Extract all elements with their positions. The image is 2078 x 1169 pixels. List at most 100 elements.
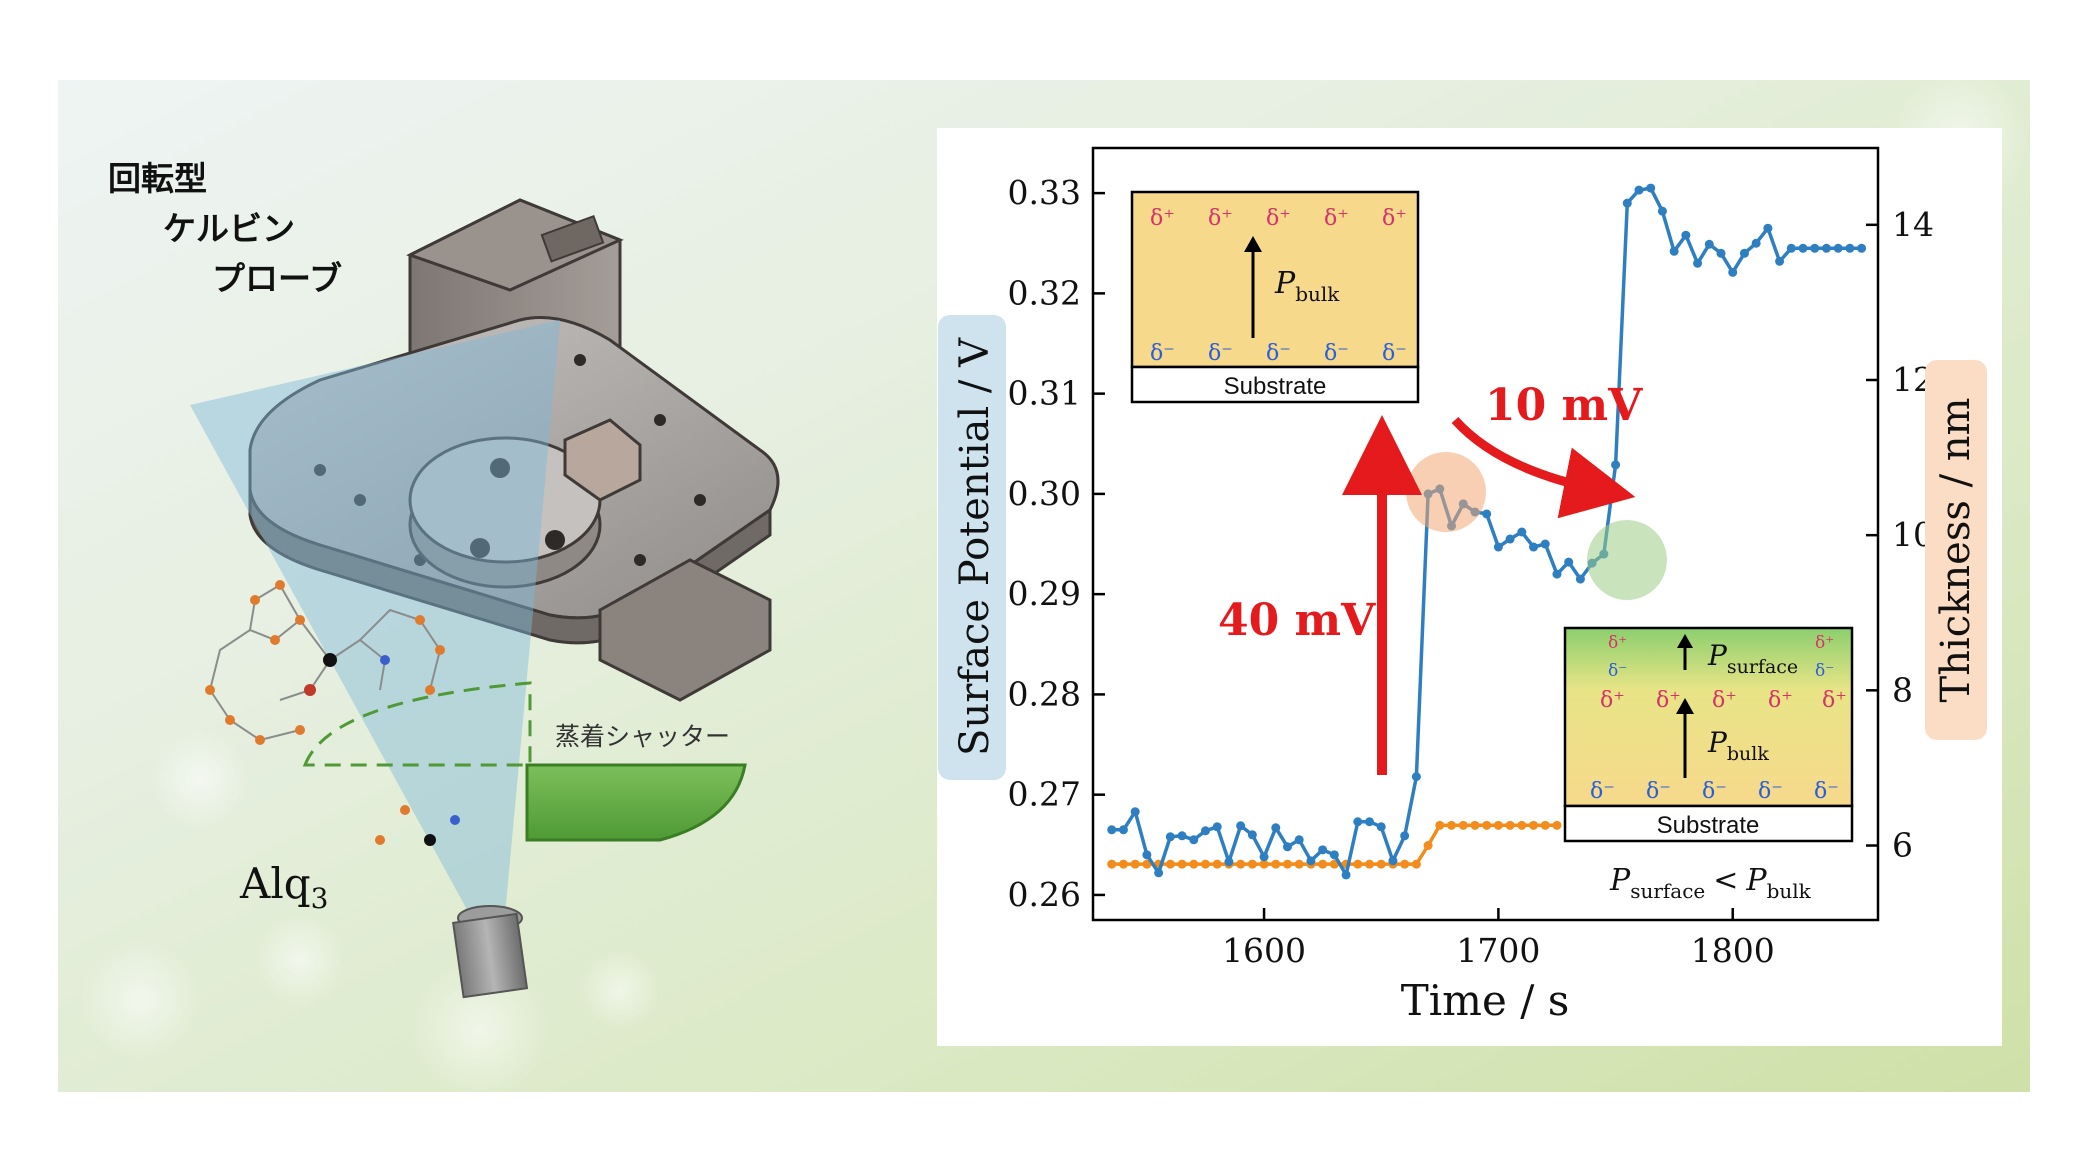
potential-point	[1282, 842, 1292, 852]
thickness-point	[1212, 859, 1222, 869]
alq3-label: Alq3	[239, 859, 328, 915]
drop-annotation: 10 mV	[1485, 380, 1643, 431]
x-tick-label: 1800	[1691, 931, 1775, 970]
thickness-point	[1189, 859, 1199, 869]
y-tick-label: 0.29	[1008, 574, 1081, 613]
substrate-bar	[1563, 804, 1854, 843]
thickness-point	[1447, 820, 1457, 830]
thickness-point	[1493, 820, 1503, 830]
delta-plus: δ⁺	[1822, 688, 1847, 713]
kelvin-probe-illustration	[190, 198, 780, 999]
x-axis-ticks: 1600 1700 1800	[1222, 908, 1775, 970]
potential-point	[1353, 817, 1363, 827]
bokeh-light	[410, 960, 550, 1100]
bulk-polarization-inset: Substrate δ⁺ δ⁺ δ⁺ δ⁺ δ⁺ δ⁻ δ⁻ δ⁻ δ⁻ δ⁻ …	[1130, 190, 1420, 404]
delta-minus: δ⁻	[1702, 779, 1727, 804]
potential-point	[1271, 823, 1281, 833]
delta-plus: δ⁺	[1656, 688, 1681, 713]
potential-point	[1857, 243, 1867, 253]
delta-plus: δ⁺	[1382, 206, 1407, 231]
delta-plus: δ⁺	[1150, 206, 1175, 231]
delta-minus: δ⁻	[1814, 779, 1839, 804]
potential-point	[1657, 206, 1667, 216]
thickness-point	[1423, 841, 1433, 851]
y-tick-label: 0.28	[1008, 674, 1081, 713]
potential-point	[1341, 870, 1351, 880]
delta-plus: δ⁺	[1712, 688, 1737, 713]
potential-point	[1212, 822, 1222, 832]
thickness-point	[1271, 859, 1281, 869]
probe-title-line3: プローブ	[212, 259, 342, 298]
potential-point	[1751, 238, 1761, 248]
potential-point	[1376, 822, 1386, 832]
thickness-point	[1529, 820, 1539, 830]
thickness-point	[1165, 859, 1175, 869]
thickness-point	[1318, 859, 1328, 869]
delta-minus: δ⁻	[1590, 779, 1615, 804]
bokeh-light	[580, 950, 660, 1030]
potential-point	[1739, 248, 1749, 258]
potential-point	[1611, 460, 1621, 470]
jump-annotation: 40 mV	[1218, 595, 1376, 646]
thickness-point	[1130, 859, 1140, 869]
y-axis-label: Surface Potential / V	[952, 337, 998, 756]
potential-point	[1388, 856, 1398, 866]
thickness-point	[1107, 859, 1117, 869]
potential-point	[1177, 831, 1187, 841]
bokeh-light	[80, 940, 200, 1060]
surface-potential-series	[1107, 183, 1867, 880]
delta-minus: δ⁻	[1150, 341, 1175, 366]
drop-arrow	[1451, 416, 1636, 519]
potential-point	[1200, 826, 1210, 836]
potential-point	[1716, 248, 1726, 258]
motor-connector	[540, 214, 605, 263]
bokeh-light	[150, 730, 250, 830]
potential-point	[1704, 239, 1714, 249]
potential-point	[1224, 857, 1234, 867]
potential-point	[1810, 243, 1820, 253]
potential-point	[1318, 845, 1328, 855]
delta-plus: δ⁺	[1600, 688, 1625, 713]
thickness-point	[1376, 859, 1386, 869]
x-tick-label: 1700	[1456, 931, 1540, 970]
delta-plus: δ⁺	[1208, 206, 1233, 231]
polarization-relation: Psurface < Pbulk	[1609, 863, 1812, 903]
potential-point	[1259, 852, 1269, 862]
delta-minus: δ⁻	[1266, 341, 1291, 366]
potential-point	[1189, 835, 1199, 845]
potential-point	[1236, 821, 1246, 831]
y-tick-label: 0.31	[1008, 374, 1081, 413]
potential-point	[1294, 835, 1304, 845]
thickness-point	[1200, 859, 1210, 869]
shutter-label: 蒸着シャッター	[555, 722, 730, 751]
thickness-point	[1400, 859, 1410, 869]
thickness-point	[1552, 820, 1562, 830]
potential-point	[1646, 183, 1656, 193]
thickness-point	[1435, 820, 1445, 830]
probe-title-line2: ケルビン	[163, 209, 295, 248]
potential-point	[1693, 258, 1703, 268]
p-bulk-label: Pbulk	[1274, 266, 1340, 306]
potential-point	[1154, 868, 1164, 878]
drop-highlight-circle	[1587, 520, 1667, 600]
potential-point	[1529, 542, 1539, 552]
potential-point	[1142, 850, 1152, 860]
potential-point	[1540, 539, 1550, 549]
thickness-point	[1177, 859, 1187, 869]
thickness-point	[1411, 859, 1421, 869]
plate-hole	[634, 554, 646, 566]
potential-point	[1798, 243, 1808, 253]
delta-minus: δ⁻	[1382, 341, 1407, 366]
potential-point	[1165, 832, 1175, 842]
potential-point	[1329, 850, 1339, 860]
motor-top	[406, 198, 624, 292]
bokeh-light	[255, 915, 345, 1005]
plate-hole	[654, 414, 666, 426]
thickness-point	[1482, 820, 1492, 830]
potential-point	[1505, 534, 1515, 544]
x-tick-label: 1600	[1222, 931, 1306, 970]
substrate-bar	[1130, 365, 1420, 404]
bulk-arrowhead	[1676, 698, 1694, 714]
y2-tick-label: 6	[1892, 826, 1913, 865]
